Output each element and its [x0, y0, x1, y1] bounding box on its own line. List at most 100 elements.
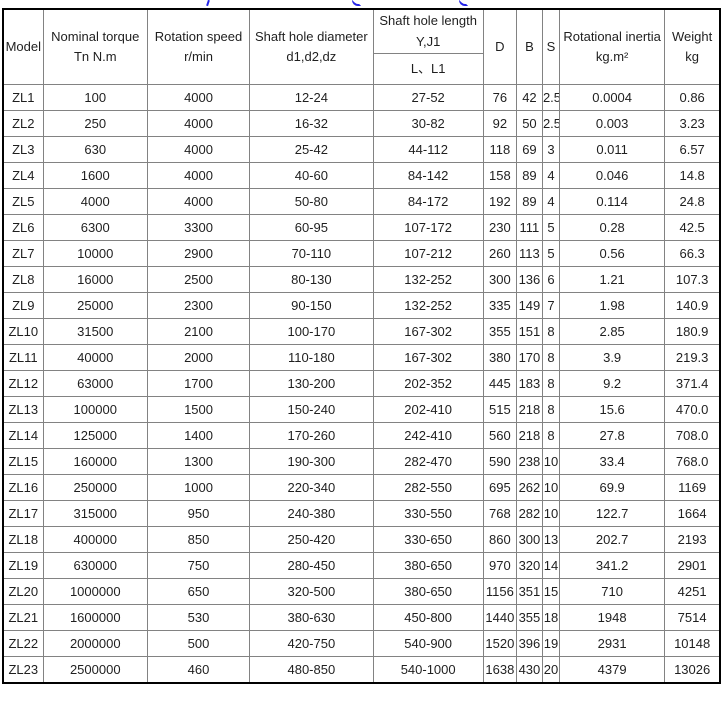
coupling-spec-table: Model Nominal torque Tn N.m Rotation spe… — [2, 8, 721, 684]
cell-nominal-torque: 2500000 — [42, 656, 148, 683]
cell-shaft-hole-length: 30-82 — [372, 110, 484, 137]
table-row: ZL4 1600 4000 40-60 84-142 158 89 4 0.046 14.8 — [2, 162, 721, 189]
table-row: ZL1 100 4000 12-24 27-52 76 42 2.5 0.0004 0.86 — [2, 84, 721, 111]
cell-shaft-hole-length: 282-470 — [372, 448, 484, 475]
cell-rotation-speed: 460 — [146, 656, 251, 683]
cell-rotational-inertia: 341.2 — [558, 552, 666, 579]
cell-b: 113 — [515, 240, 543, 267]
cell-shaft-hole-length: 540-900 — [372, 630, 484, 657]
cell-model: ZL15 — [2, 448, 44, 475]
cell-nominal-torque: 250000 — [42, 474, 148, 501]
cell-shaft-hole-diameter: 380-630 — [249, 604, 374, 631]
cell-s: 10 — [541, 474, 561, 501]
cell-s: 4 — [541, 188, 561, 215]
cell-shaft-hole-diameter: 320-500 — [249, 578, 374, 605]
cell-model: ZL12 — [2, 370, 44, 397]
header-rotational-inertia-line1: Rotational inertia — [563, 28, 661, 44]
cell-s: 8 — [541, 318, 561, 345]
table-row: ZL20 1000000 650 320-500 380-650 1156 351 15 710… — [2, 578, 721, 605]
header-b-label: B — [525, 38, 534, 54]
cell-d: 1156 — [482, 578, 517, 605]
cell-shaft-hole-length: 380-650 — [372, 552, 484, 579]
header-nominal-torque-line2: Tn N.m — [73, 49, 117, 64]
cell-s: 13 — [541, 526, 561, 553]
cell-rotational-inertia: 33.4 — [558, 448, 666, 475]
cell-s: 2.5 — [541, 110, 561, 137]
cell-nominal-torque: 6300 — [42, 214, 148, 241]
cell-b: 89 — [515, 188, 543, 215]
header-nominal-torque: Nominal torque Tn N.m — [42, 8, 148, 85]
cell-rotational-inertia: 4379 — [558, 656, 666, 683]
cell-b: 50 — [515, 110, 543, 137]
cell-weight: 13026 — [664, 656, 721, 683]
cell-rotational-inertia: 202.7 — [558, 526, 666, 553]
cell-shaft-hole-length: 330-550 — [372, 500, 484, 527]
cell-shaft-hole-diameter: 80-130 — [249, 266, 374, 293]
cell-d: 380 — [482, 344, 517, 371]
cell-shaft-hole-diameter: 130-200 — [249, 370, 374, 397]
table-row: ZL17 315000 950 240-380 330-550 768 282 10 122.7… — [2, 500, 721, 527]
table-row: ZL13 100000 1500 150-240 202-410 515 218 8 15.6 4… — [2, 396, 721, 423]
cell-d: 76 — [482, 84, 517, 111]
cell-s: 8 — [541, 422, 561, 449]
cell-rotation-speed: 500 — [146, 630, 251, 657]
cell-b: 218 — [515, 396, 543, 423]
header-rotation-speed-line2: r/min — [184, 49, 213, 64]
table-row: ZL6 6300 3300 60-95 107-172 230 111 5 0.28 42.5 — [2, 214, 721, 241]
cell-rotational-inertia: 710 — [558, 578, 666, 605]
cell-model: ZL16 — [2, 474, 44, 501]
table-row: ZL7 10000 2900 70-110 107-212 260 113 5 0.56 66.3 — [2, 240, 721, 267]
cell-d: 335 — [482, 292, 517, 319]
header-shaft-hole-length-sub: L、L1 — [372, 53, 484, 85]
cell-shaft-hole-length: 450-800 — [372, 604, 484, 631]
cell-shaft-hole-length: 107-172 — [372, 214, 484, 241]
cell-s: 10 — [541, 448, 561, 475]
cell-shaft-hole-diameter: 420-750 — [249, 630, 374, 657]
cell-weight: 24.8 — [664, 188, 721, 215]
cell-d: 860 — [482, 526, 517, 553]
header-d-label: D — [495, 38, 505, 54]
cell-b: 170 — [515, 344, 543, 371]
cell-nominal-torque: 1600 — [42, 162, 148, 189]
cell-s: 4 — [541, 162, 561, 189]
cell-rotational-inertia: 1.98 — [558, 292, 666, 319]
cell-weight: 140.9 — [664, 292, 721, 319]
cell-rotation-speed: 2300 — [146, 292, 251, 319]
table-row: ZL5 4000 4000 50-80 84-172 192 89 4 0.114 24.8 — [2, 188, 721, 215]
header-rotation-speed-line1: Rotation speed — [154, 28, 243, 44]
cell-nominal-torque: 16000 — [42, 266, 148, 293]
cell-s: 8 — [541, 396, 561, 423]
table-row: ZL15 160000 1300 190-300 282-470 590 238 10 33.4… — [2, 448, 721, 475]
cell-s: 14 — [541, 552, 561, 579]
table-row: ZL23 2500000 460 480-850 540-1000 1638 430 20 43… — [2, 656, 721, 683]
header-weight: Weight kg — [664, 8, 721, 85]
cell-nominal-torque: 100 — [42, 84, 148, 111]
cell-rotational-inertia: 1948 — [558, 604, 666, 631]
cell-model: ZL5 — [2, 188, 44, 215]
cell-shaft-hole-length: 107-212 — [372, 240, 484, 267]
header-s: S — [541, 8, 561, 85]
cell-nominal-torque: 25000 — [42, 292, 148, 319]
cell-rotation-speed: 530 — [146, 604, 251, 631]
cell-weight: 470.0 — [664, 396, 721, 423]
cell-shaft-hole-diameter: 90-150 — [249, 292, 374, 319]
cell-d: 1520 — [482, 630, 517, 657]
cell-d: 260 — [482, 240, 517, 267]
header-shaft-hole-length-line2: Y,J1 — [415, 33, 441, 49]
cell-weight: 2901 — [664, 552, 721, 579]
table-row: ZL22 2000000 500 420-750 540-900 1520 396 19 293… — [2, 630, 721, 657]
cell-s: 2.5 — [541, 84, 561, 111]
cell-shaft-hole-length: 242-410 — [372, 422, 484, 449]
cell-model: ZL10 — [2, 318, 44, 345]
cell-shaft-hole-diameter: 40-60 — [249, 162, 374, 189]
clipped-blue-title-fragment — [352, 0, 361, 6]
table-row: ZL14 125000 1400 170-260 242-410 560 218 8 27.8 7… — [2, 422, 721, 449]
cell-nominal-torque: 2000000 — [42, 630, 148, 657]
cell-shaft-hole-length: 84-142 — [372, 162, 484, 189]
cell-rotational-inertia: 0.0004 — [558, 84, 666, 111]
table-body: ZL1 100 4000 12-24 27-52 76 42 2.5 0.0004 0.86 ZL2… — [2, 84, 721, 683]
cell-d: 590 — [482, 448, 517, 475]
cell-b: 300 — [515, 526, 543, 553]
cell-s: 15 — [541, 578, 561, 605]
